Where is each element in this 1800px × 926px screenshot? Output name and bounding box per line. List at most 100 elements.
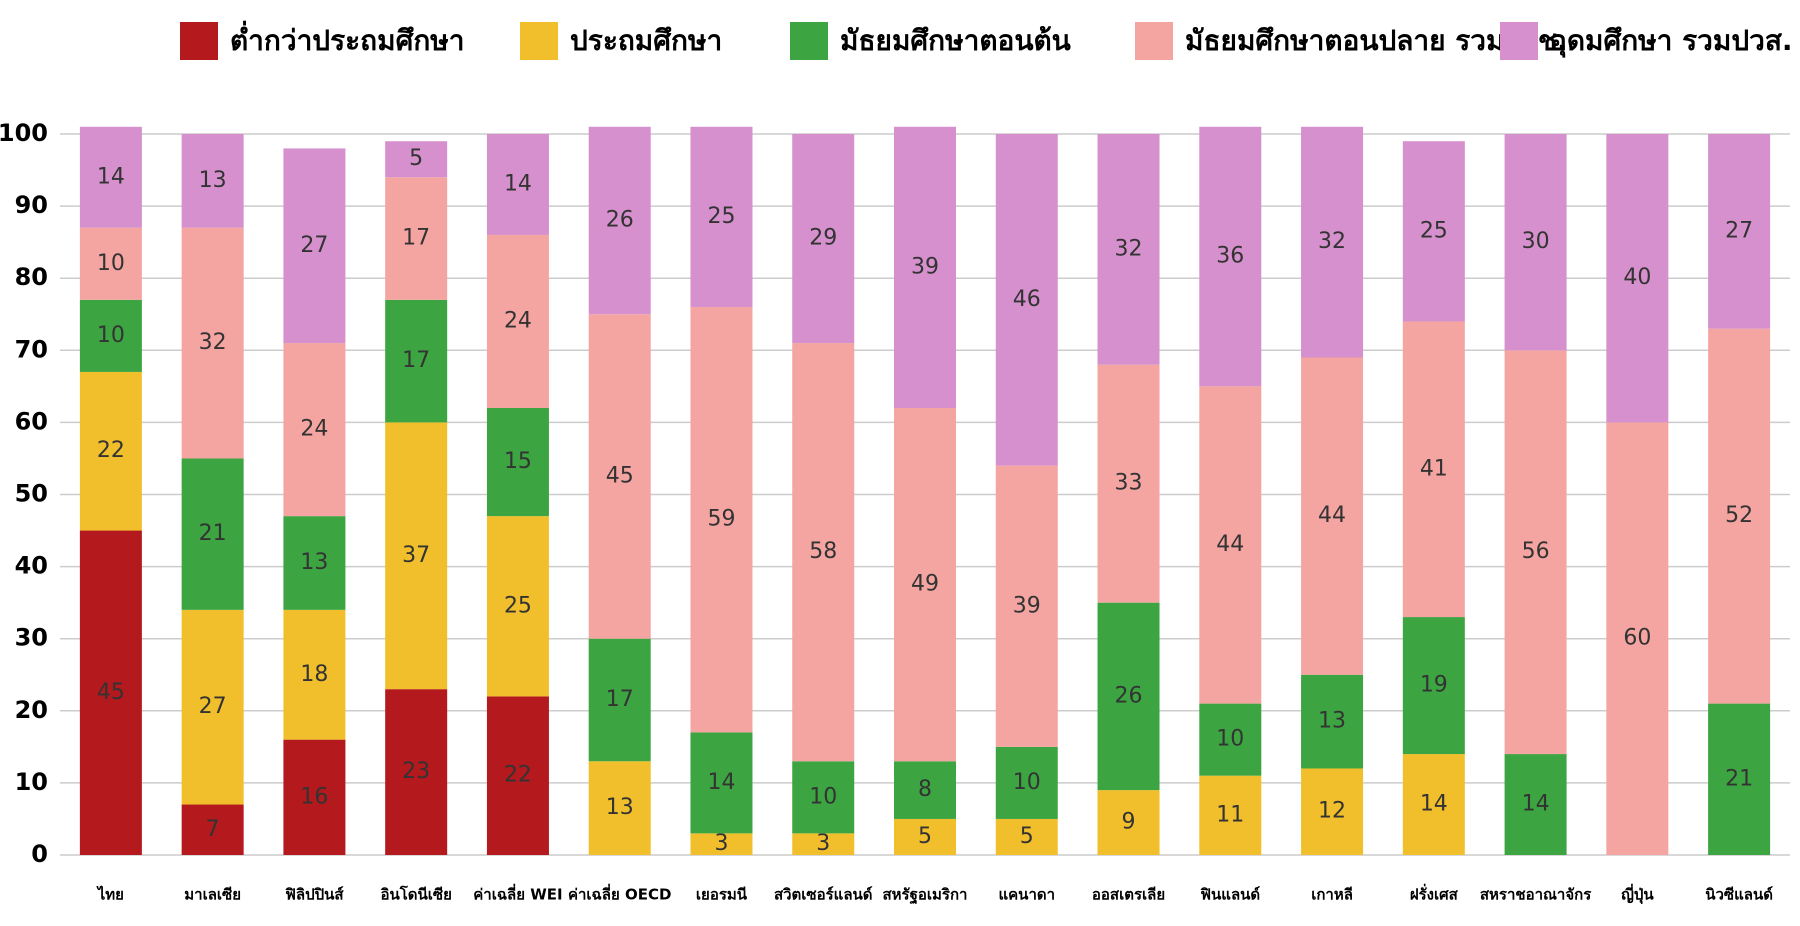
bar-segment	[486, 516, 549, 697]
legend-label: ประถมศึกษา	[570, 24, 722, 57]
bar-segment	[894, 818, 956, 855]
bar-segment	[1301, 674, 1364, 769]
value-label: 25	[1420, 218, 1448, 243]
bar-segment	[1402, 321, 1465, 618]
value-label: 23	[402, 759, 430, 784]
bar-segment	[995, 465, 1058, 747]
x-tick-label: นิวซีแลนด์	[1705, 886, 1773, 904]
value-label: 13	[300, 550, 328, 575]
value-label: 41	[1420, 456, 1448, 481]
value-label: 32	[1318, 229, 1346, 254]
bar-segment	[1606, 422, 1669, 855]
value-label: 39	[911, 254, 939, 279]
value-label: 44	[1216, 532, 1244, 557]
legend-label: ต่ำกว่าประถมศึกษา	[230, 20, 464, 57]
x-tick-label: ฝรั่งเศส	[1410, 884, 1459, 904]
bar-segment	[588, 638, 651, 762]
bar-segment	[588, 314, 651, 639]
bar-segment	[1708, 703, 1771, 855]
value-label: 14	[504, 171, 532, 196]
bar-segment	[995, 746, 1058, 819]
bar-segment	[181, 609, 244, 805]
bar-segment	[1097, 790, 1160, 855]
legend-swatch	[790, 22, 828, 60]
bar-segment	[1708, 134, 1771, 329]
bar-segment	[1504, 134, 1567, 351]
bar-segment	[486, 234, 549, 408]
x-tick-label: ไทย	[96, 885, 124, 904]
y-tick-label: 70	[15, 335, 48, 363]
bar-segment	[283, 739, 346, 855]
value-label: 14	[1420, 792, 1448, 817]
value-label: 9	[1122, 810, 1136, 835]
value-label: 27	[300, 233, 328, 258]
y-tick-label: 100	[0, 119, 48, 147]
value-label: 52	[1725, 503, 1753, 528]
x-tick-label: ฟินแลนด์	[1200, 886, 1260, 904]
bar-segment	[1301, 768, 1364, 855]
y-tick-label: 0	[31, 840, 48, 868]
value-label: 14	[707, 770, 735, 795]
value-label: 25	[504, 593, 532, 618]
x-tick-label: อินโดนีเซีย	[380, 885, 451, 904]
bar-segment	[690, 732, 753, 834]
bar-segment	[588, 761, 651, 855]
value-label: 14	[1522, 792, 1550, 817]
value-label: 40	[1623, 265, 1651, 290]
value-label: 32	[1115, 236, 1143, 261]
x-tick-label: ญี่ปุ่น	[1621, 884, 1654, 905]
x-tick-label: ค่าเฉลี่ย OECD	[568, 884, 671, 904]
value-label: 32	[199, 330, 227, 355]
bar-segment	[792, 134, 855, 344]
bar-segment	[1606, 134, 1669, 423]
bar-segment	[1097, 602, 1160, 791]
bar-segment	[1402, 141, 1465, 322]
value-label: 59	[707, 507, 735, 532]
bar-segment	[486, 696, 549, 855]
x-tick-label: มาเลเซีย	[184, 886, 241, 904]
value-label: 33	[1115, 471, 1143, 496]
value-label: 36	[1216, 244, 1244, 269]
bar-segment	[1199, 775, 1262, 855]
value-label: 21	[1725, 766, 1753, 791]
x-tick-label: ออสเตรเลีย	[1092, 886, 1165, 904]
value-label: 29	[809, 226, 837, 251]
x-tick-label: ค่าเฉลี่ย WEI	[473, 884, 562, 904]
value-label: 18	[300, 662, 328, 687]
value-label: 5	[409, 146, 423, 171]
value-label: 12	[1318, 799, 1346, 824]
bar-segment	[588, 126, 651, 315]
value-label: 15	[504, 449, 532, 474]
value-label: 27	[199, 694, 227, 719]
value-label: 16	[300, 784, 328, 809]
bar-segment	[486, 134, 549, 235]
y-tick-label: 90	[15, 191, 48, 219]
bar-segment	[79, 299, 142, 372]
value-label: 10	[97, 251, 125, 276]
value-label: 24	[504, 308, 532, 333]
value-label: 17	[402, 348, 430, 373]
value-label: 14	[97, 164, 125, 189]
value-label: 22	[504, 763, 532, 788]
value-label: 21	[199, 521, 227, 546]
bar-segment	[1402, 754, 1465, 855]
bar-segment	[1097, 364, 1160, 603]
value-label: 39	[1013, 593, 1041, 618]
value-label: 3	[714, 831, 728, 856]
y-tick-label: 80	[15, 263, 48, 291]
bar-segment	[995, 818, 1058, 855]
value-label: 7	[206, 817, 220, 842]
value-label: 22	[97, 438, 125, 463]
bar-segment	[181, 458, 244, 610]
bar-segment	[181, 804, 244, 855]
bar-segment	[283, 516, 346, 610]
bar-segment	[283, 148, 346, 344]
bar-segment	[1504, 350, 1567, 755]
bar-segment	[894, 407, 956, 762]
bar-segment	[1301, 357, 1364, 675]
value-label: 11	[1216, 802, 1244, 827]
legend-label: มัธยมศึกษาตอนต้น	[840, 24, 1071, 57]
bar-segment	[690, 833, 753, 855]
